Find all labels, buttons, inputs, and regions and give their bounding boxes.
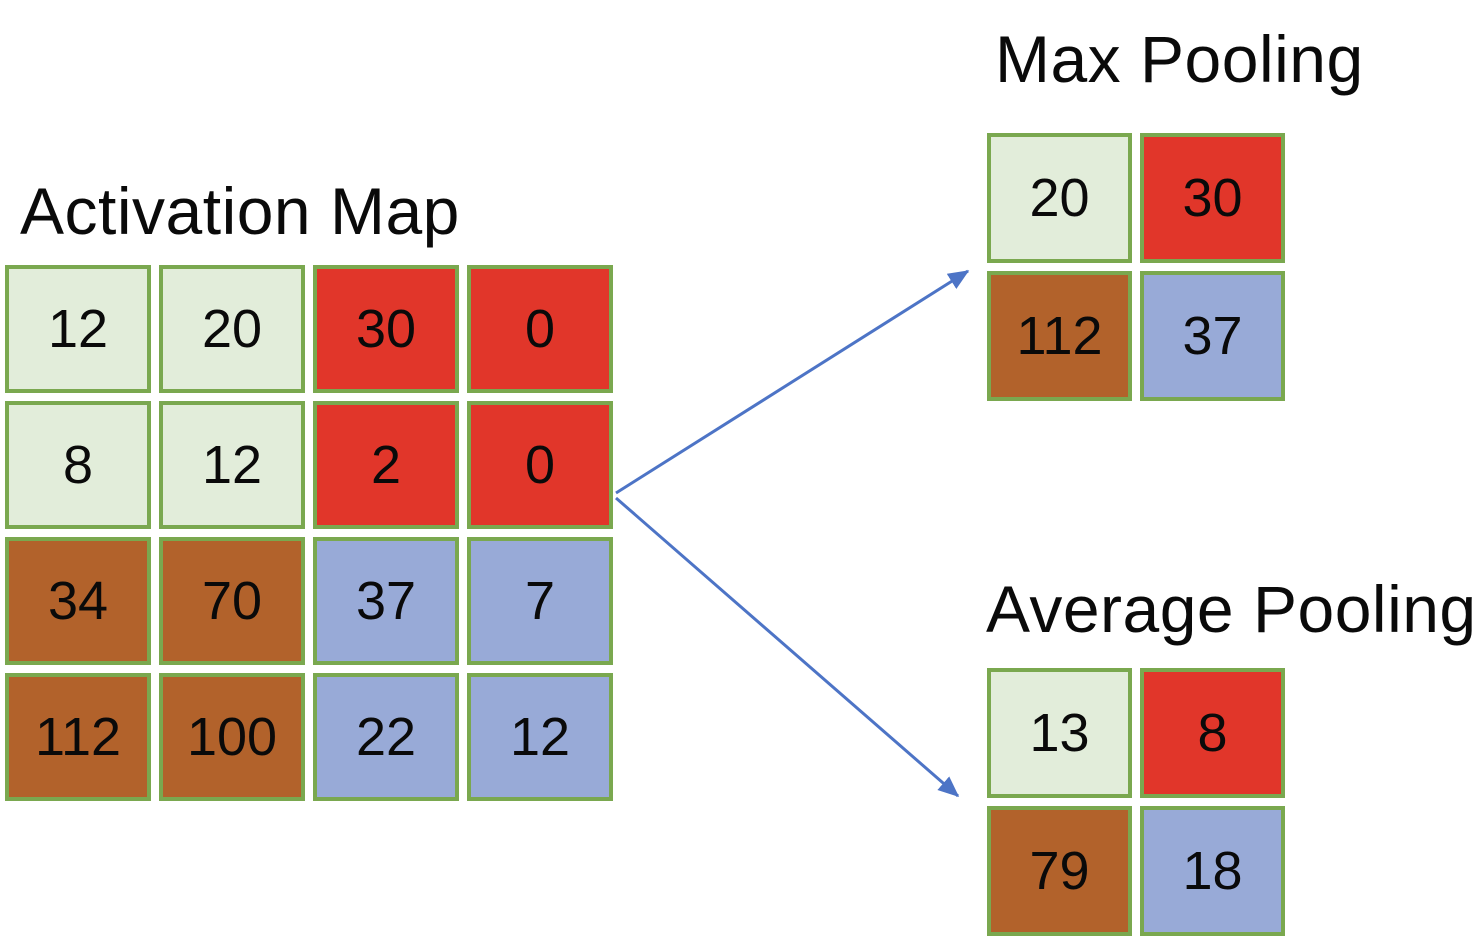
average-pooling-grid: 13 8 79 18 <box>987 668 1285 936</box>
cell-value: 22 <box>355 707 417 767</box>
activation-map-cell-r4c1: 112 <box>5 673 151 801</box>
average-pooling-cell-r2c2: 18 <box>1140 806 1285 936</box>
activation-map-cell-r4c4: 12 <box>467 673 613 801</box>
cell-value: 34 <box>47 571 109 631</box>
average-pooling-arrow <box>615 496 960 798</box>
max-pooling-cell-r1c2: 30 <box>1140 133 1285 263</box>
cell-value: 18 <box>1182 841 1243 901</box>
cell-value: 0 <box>524 299 556 359</box>
activation-map-cell-r1c2: 20 <box>159 265 305 393</box>
activation-map-cell-r4c3: 22 <box>313 673 459 801</box>
cell-value: 20 <box>1029 168 1090 228</box>
activation-map-grid: 12 20 30 0 8 12 2 0 34 70 37 7 112 100 22 12 <box>5 265 613 801</box>
cell-value: 100 <box>186 707 278 767</box>
average-pooling-cell-r1c1: 13 <box>987 668 1132 798</box>
cell-value: 79 <box>1029 841 1090 901</box>
cell-value: 0 <box>524 435 556 495</box>
max-pooling-arrow <box>615 269 970 495</box>
cell-value: 112 <box>1016 306 1103 366</box>
activation-map-cell-r1c1: 12 <box>5 265 151 393</box>
cell-value: 37 <box>1182 306 1243 366</box>
cell-value: 30 <box>355 299 417 359</box>
activation-map-cell-r1c3: 30 <box>313 265 459 393</box>
cell-value: 112 <box>34 707 122 767</box>
average-pooling-cell-r1c2: 8 <box>1140 668 1285 798</box>
max-pooling-cell-r2c2: 37 <box>1140 271 1285 401</box>
activation-map-cell-r4c2: 100 <box>159 673 305 801</box>
cell-value: 37 <box>355 571 417 631</box>
cell-value: 20 <box>201 299 263 359</box>
activation-map-cell-r2c2: 12 <box>159 401 305 529</box>
cell-value: 70 <box>201 571 263 631</box>
activation-map-cell-r2c3: 2 <box>313 401 459 529</box>
max-pooling-cell-r1c1: 20 <box>987 133 1132 263</box>
cell-value: 8 <box>62 435 94 495</box>
cell-value: 8 <box>1197 703 1228 763</box>
max-pooling-title: Max Pooling <box>995 22 1364 96</box>
cell-value: 12 <box>509 707 571 767</box>
activation-map-cell-r2c1: 8 <box>5 401 151 529</box>
activation-map-cell-r1c4: 0 <box>467 265 613 393</box>
max-pooling-cell-r2c1: 112 <box>987 271 1132 401</box>
average-pooling-cell-r2c1: 79 <box>987 806 1132 936</box>
cell-value: 12 <box>47 299 109 359</box>
cell-value: 7 <box>524 571 556 631</box>
average-pooling-title: Average Pooling <box>986 572 1472 646</box>
max-pooling-grid: 20 30 112 37 <box>987 133 1285 401</box>
activation-map-cell-r3c2: 70 <box>159 537 305 665</box>
activation-map-cell-r2c4: 0 <box>467 401 613 529</box>
activation-map-title: Activation Map <box>20 174 460 248</box>
activation-map-cell-r3c1: 34 <box>5 537 151 665</box>
cell-value: 2 <box>370 435 402 495</box>
cell-value: 12 <box>201 435 263 495</box>
activation-map-cell-r3c4: 7 <box>467 537 613 665</box>
activation-map-cell-r3c3: 37 <box>313 537 459 665</box>
cell-value: 30 <box>1182 168 1243 228</box>
cell-value: 13 <box>1029 703 1090 763</box>
